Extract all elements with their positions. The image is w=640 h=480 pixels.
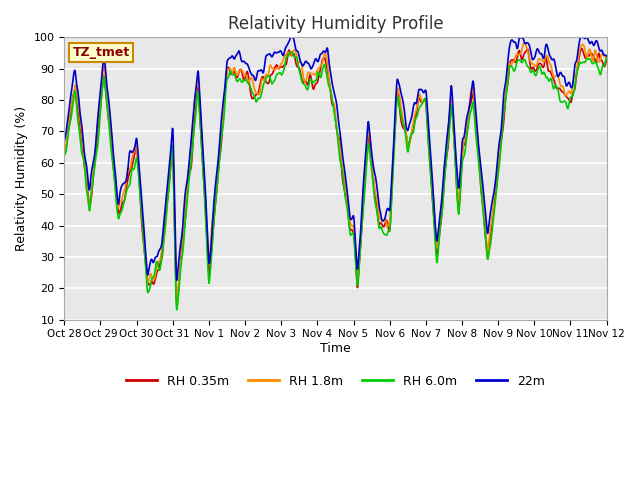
Legend: RH 0.35m, RH 1.8m, RH 6.0m, 22m: RH 0.35m, RH 1.8m, RH 6.0m, 22m [121, 370, 550, 393]
X-axis label: Time: Time [320, 342, 351, 355]
Y-axis label: Relativity Humidity (%): Relativity Humidity (%) [15, 106, 28, 251]
Title: Relativity Humidity Profile: Relativity Humidity Profile [228, 15, 444, 33]
Text: TZ_tmet: TZ_tmet [72, 46, 130, 59]
